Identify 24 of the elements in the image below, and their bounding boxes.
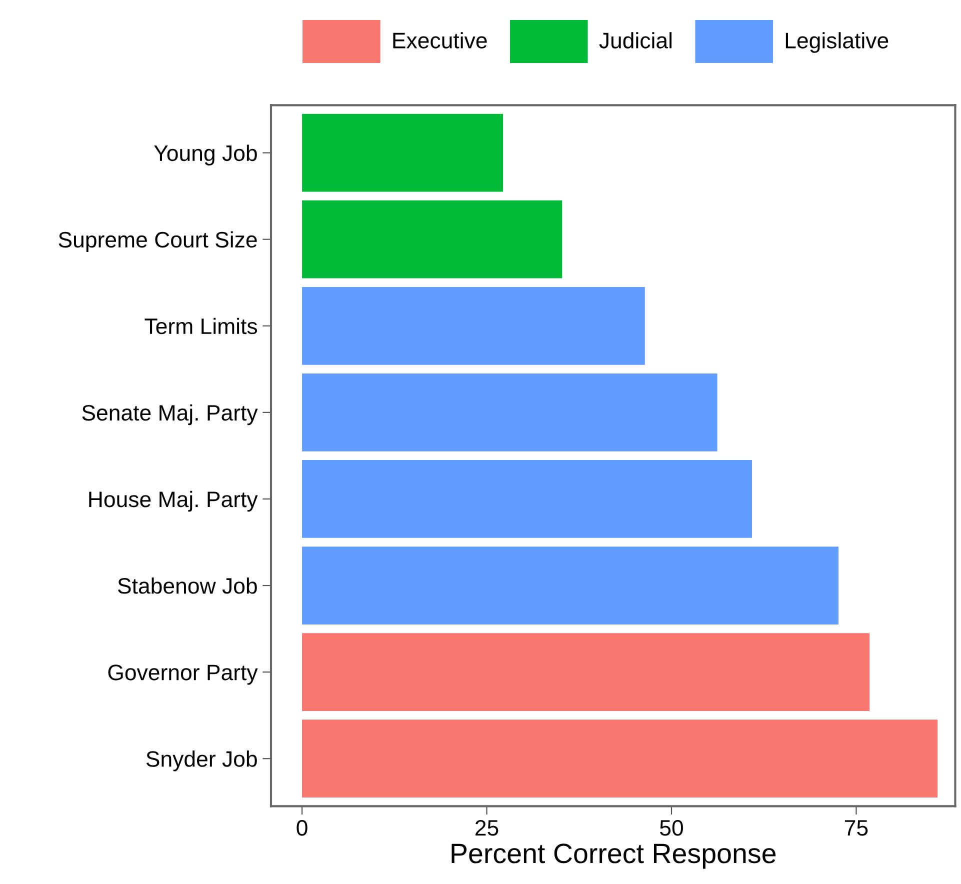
x-tick-label: 50 <box>660 820 683 836</box>
legend-label: Legislative <box>786 32 888 53</box>
x-tick-label: 0 <box>296 820 308 836</box>
y-tick-label: Term Limits <box>144 318 258 334</box>
bar <box>302 460 752 538</box>
y-tick-label: House Maj. Party <box>89 490 258 512</box>
bar <box>302 200 562 278</box>
bar <box>302 114 504 192</box>
bar <box>302 633 870 712</box>
y-tick-label: Senate Maj. Party <box>82 404 258 426</box>
y-tick-label: Young Job <box>154 144 257 166</box>
bar <box>302 286 645 365</box>
legend-label: Judicial <box>599 32 672 48</box>
x-tick-label: 75 <box>845 820 868 836</box>
x-axis-title: Percent Correct Response <box>452 844 776 869</box>
y-tick-label: Governor Party <box>108 664 258 685</box>
y-tick-label: Snyder Job <box>146 750 257 772</box>
y-tick-label: Supreme Court Size <box>58 231 257 252</box>
bar <box>302 546 838 624</box>
x-tick-label: 25 <box>476 820 498 836</box>
y-tick-label: Stabenow Job <box>118 577 257 594</box>
bar <box>302 720 938 798</box>
bar <box>302 373 718 452</box>
legend-label: Executive <box>393 32 487 48</box>
